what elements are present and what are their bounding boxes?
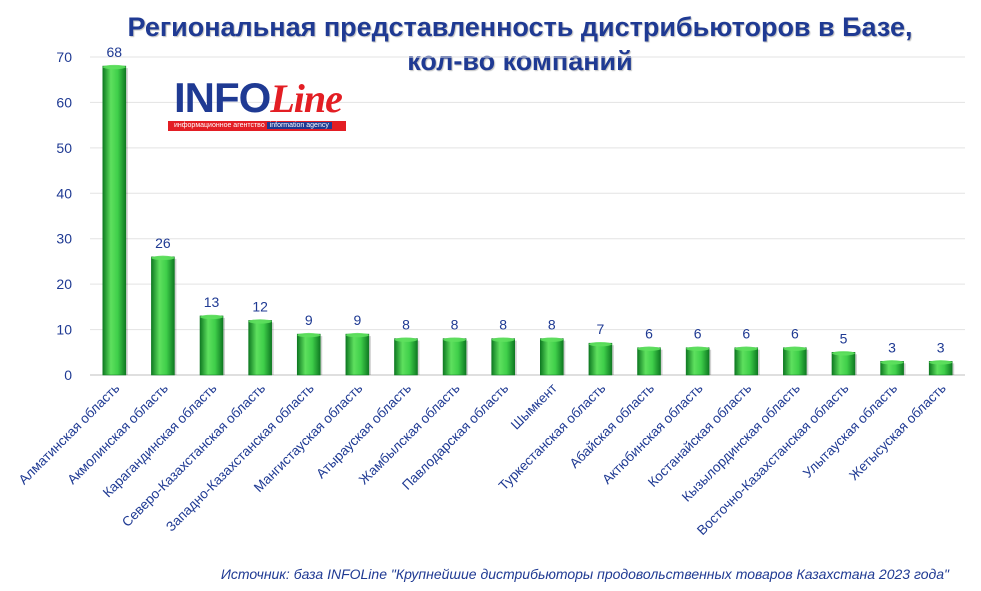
data-label: 8 bbox=[402, 317, 410, 333]
bar bbox=[637, 347, 661, 376]
data-label: 7 bbox=[597, 321, 605, 337]
bar-cap bbox=[200, 314, 224, 320]
y-tick-label: 10 bbox=[56, 322, 72, 338]
bar bbox=[199, 315, 224, 376]
bar-cap bbox=[345, 332, 369, 338]
chart-title: Региональная представленность дистрибьют… bbox=[90, 10, 950, 78]
y-tick-label: 60 bbox=[56, 94, 72, 110]
bar bbox=[685, 347, 710, 376]
data-label: 8 bbox=[548, 317, 556, 333]
bar bbox=[394, 338, 418, 376]
data-label: 5 bbox=[840, 330, 848, 346]
data-labels: 68 26 13 12 9 9 8 8 8 8 7 6 6 6 6 5 3 3 bbox=[107, 44, 945, 355]
data-label: 6 bbox=[791, 326, 799, 342]
x-tick-label: Улытауская область bbox=[800, 381, 900, 481]
bar-cap bbox=[102, 64, 126, 70]
bar bbox=[296, 333, 321, 376]
bar-cap bbox=[248, 319, 272, 324]
bar-cap bbox=[588, 342, 612, 347]
x-tick-label: Жетысуская область bbox=[846, 381, 949, 484]
gridlines bbox=[90, 56, 965, 331]
bar-cap bbox=[783, 346, 807, 351]
data-label: 6 bbox=[742, 326, 750, 342]
logo-wordmark: INFOLine bbox=[174, 74, 343, 121]
bar-cap bbox=[540, 337, 564, 342]
bar bbox=[248, 320, 272, 376]
x-tick-label: Абайская область bbox=[567, 381, 657, 471]
y-tick-label: 20 bbox=[56, 276, 72, 292]
y-tick-label: 30 bbox=[56, 231, 72, 247]
chart-title-line-1: Региональная представленность дистрибьют… bbox=[127, 12, 913, 42]
data-label: 26 bbox=[155, 235, 171, 251]
logo-band-right: information agency bbox=[266, 122, 332, 129]
bar bbox=[783, 347, 807, 376]
source-note: Источник: база INFOLine "Крупнейшие дист… bbox=[220, 566, 949, 582]
data-label: 12 bbox=[252, 298, 268, 314]
bar-cap bbox=[831, 351, 855, 356]
y-tick-label: 50 bbox=[56, 140, 72, 156]
data-label: 8 bbox=[451, 317, 459, 333]
y-tick-label: 40 bbox=[56, 185, 72, 201]
data-label: 3 bbox=[937, 339, 945, 355]
bar-cap bbox=[637, 346, 661, 351]
bar-cap bbox=[734, 346, 758, 351]
infoline-logo: INFOLine информационное агентство inform… bbox=[168, 76, 350, 134]
data-label: 9 bbox=[353, 312, 361, 328]
data-label: 8 bbox=[499, 317, 507, 333]
chart-title-line-2: кол-во компаний bbox=[407, 46, 633, 76]
data-label: 9 bbox=[305, 312, 313, 328]
bar bbox=[491, 338, 515, 376]
bar-cap bbox=[151, 255, 175, 261]
bar-cap bbox=[443, 337, 467, 342]
logo-word-line: Line bbox=[270, 76, 343, 121]
y-tick-label: 70 bbox=[56, 49, 72, 65]
bar-cap bbox=[491, 337, 515, 342]
data-label: 6 bbox=[645, 326, 653, 342]
y-tick-label: 0 bbox=[64, 367, 72, 383]
bar-cap bbox=[297, 332, 321, 338]
bar bbox=[442, 338, 467, 376]
bar-cap bbox=[880, 360, 904, 365]
data-label: 3 bbox=[888, 339, 896, 355]
data-label: 13 bbox=[204, 294, 220, 310]
bar bbox=[151, 256, 175, 376]
x-tick-label: Атырауская область bbox=[313, 381, 414, 482]
x-tick-label: Шымкент bbox=[508, 381, 560, 433]
logo-band: информационное агентство information age… bbox=[168, 121, 346, 131]
bar bbox=[345, 333, 370, 376]
bar bbox=[540, 338, 564, 376]
bar-cap bbox=[929, 360, 953, 365]
bar-cap bbox=[394, 337, 418, 342]
bar bbox=[831, 351, 856, 376]
bar bbox=[102, 65, 127, 376]
bar bbox=[588, 342, 613, 376]
logo-band-left: информационное агентство bbox=[174, 122, 265, 129]
logo-word-info: INFO bbox=[174, 74, 271, 121]
data-label: 68 bbox=[107, 44, 123, 60]
bar-cap bbox=[686, 346, 710, 351]
data-label: 6 bbox=[694, 326, 702, 342]
bars bbox=[102, 64, 955, 376]
bar bbox=[734, 347, 759, 376]
